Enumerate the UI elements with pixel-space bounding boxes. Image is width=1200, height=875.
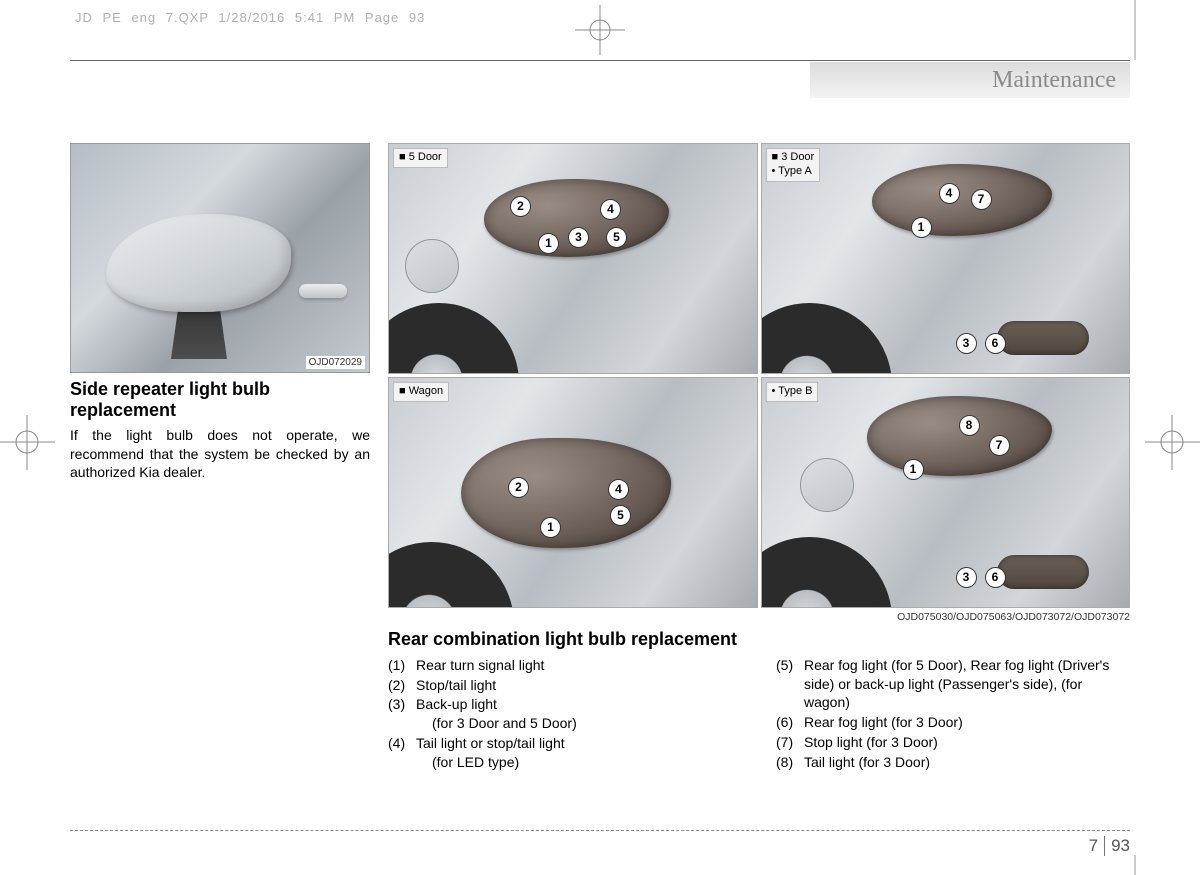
list-item: (1)Rear turn signal light bbox=[388, 656, 742, 675]
callout-2: 2 bbox=[509, 478, 528, 497]
panel-label: • Type B bbox=[766, 382, 819, 402]
callout-1: 1 bbox=[904, 460, 923, 479]
panel-3door-b: • Type B 87 1 36 bbox=[761, 377, 1131, 608]
panel-wagon: ■ Wagon 2 4 1 5 bbox=[388, 377, 758, 608]
crop-mark-left bbox=[0, 415, 55, 470]
side-repeater-body: If the light bulb does not operate, we r… bbox=[70, 426, 370, 481]
callout-1: 1 bbox=[539, 234, 558, 253]
callout-5: 5 bbox=[611, 506, 630, 525]
list-item: (3)Back-up light(for 3 Door and 5 Door) bbox=[388, 695, 742, 733]
rear-list-right: (5)Rear fog light (for 5 Door), Rear fog… bbox=[776, 656, 1130, 773]
callout-3: 3 bbox=[957, 334, 976, 353]
panel-3door-a: ■ 3 Door • Type A 47 1 36 bbox=[761, 143, 1131, 374]
panel-5door: ■ 5 Door 2 4 135 bbox=[388, 143, 758, 374]
callout-7: 7 bbox=[990, 436, 1009, 455]
trim-mark-tr bbox=[1125, 0, 1145, 60]
callout-6: 6 bbox=[986, 568, 1005, 587]
callout-2: 2 bbox=[511, 197, 530, 216]
panel-label: ■ 5 Door bbox=[393, 148, 448, 168]
crop-mark-top bbox=[575, 5, 625, 55]
callout-4: 4 bbox=[601, 200, 620, 219]
side-repeater-heading: Side repeater light bulb replacement bbox=[70, 379, 370, 420]
list-item: (2)Stop/tail light bbox=[388, 676, 742, 695]
rear-list-left: (1)Rear turn signal light(2)Stop/tail li… bbox=[388, 656, 742, 773]
figure-code: OJD072029 bbox=[306, 356, 365, 369]
list-item: (4)Tail light or stop/tail light(for LED… bbox=[388, 734, 742, 772]
callout-4: 4 bbox=[940, 184, 959, 203]
callout-6: 6 bbox=[986, 334, 1005, 353]
side-mirror-figure: OJD072029 bbox=[70, 143, 370, 373]
panel-label: ■ Wagon bbox=[393, 382, 449, 402]
callout-7: 7 bbox=[972, 190, 991, 209]
printer-slug: JD PE eng 7.QXP 1/28/2016 5:41 PM Page 9… bbox=[75, 10, 425, 25]
rear-light-image-grid: ■ 5 Door 24135 ■ 3 Door • Type A 47136 ■ bbox=[388, 143, 1130, 608]
callout-1: 1 bbox=[541, 518, 560, 537]
panel-label: ■ 3 Door • Type A bbox=[766, 148, 821, 182]
section-title: Maintenance bbox=[992, 67, 1116, 94]
list-item: (6)Rear fog light (for 3 Door) bbox=[776, 713, 1130, 732]
chapter-number: 7 bbox=[1089, 836, 1105, 856]
callout-3: 3 bbox=[957, 568, 976, 587]
callout-4: 4 bbox=[609, 480, 628, 499]
list-item: (5)Rear fog light (for 5 Door), Rear fog… bbox=[776, 656, 1130, 713]
callout-5: 5 bbox=[607, 228, 626, 247]
list-item: (7)Stop light (for 3 Door) bbox=[776, 733, 1130, 752]
callout-8: 8 bbox=[960, 416, 979, 435]
crop-mark-right bbox=[1145, 415, 1200, 470]
callout-3: 3 bbox=[569, 228, 588, 247]
section-header: Maintenance bbox=[70, 60, 1130, 108]
callout-1: 1 bbox=[912, 218, 931, 237]
list-item: (8)Tail light (for 3 Door) bbox=[776, 753, 1130, 772]
page-number: 93 bbox=[1105, 836, 1130, 856]
image-credits: OJD075030/OJD075063/OJD073072/OJD073072 bbox=[388, 611, 1130, 623]
rear-combo-heading: Rear combination light bulb replacement bbox=[388, 629, 1130, 650]
page-footer: 7 93 bbox=[70, 830, 1130, 860]
